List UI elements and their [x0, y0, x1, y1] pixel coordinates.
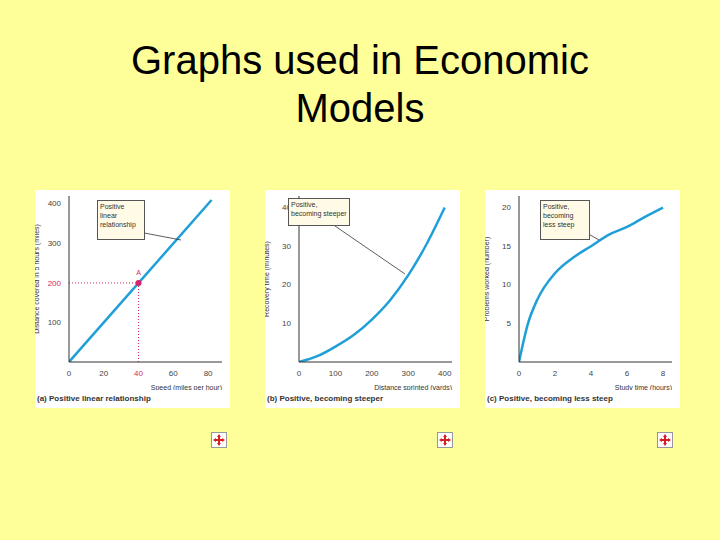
svg-text:100: 100 [329, 369, 343, 378]
svg-text:2: 2 [553, 369, 558, 378]
svg-text:4: 4 [589, 369, 594, 378]
svg-text:Problems worked (number): Problems worked (number) [485, 237, 491, 321]
svg-text:300: 300 [402, 369, 416, 378]
html-text:(c) Positive, becoming less st: (c) Positive, becoming less steep [487, 394, 613, 403]
svg-text:Speed (miles per hour): Speed (miles per hour) [151, 384, 222, 390]
svg-text:10: 10 [502, 280, 511, 289]
svg-text:100: 100 [48, 318, 62, 327]
svg-text:40: 40 [134, 369, 143, 378]
svg-text:6: 6 [625, 369, 630, 378]
svg-text:0: 0 [517, 369, 522, 378]
svg-text:5: 5 [507, 319, 512, 328]
svg-text:Distance sprinted (yards): Distance sprinted (yards) [374, 384, 452, 390]
svg-text:20: 20 [502, 203, 511, 212]
svg-text:10: 10 [282, 319, 291, 328]
svg-text:30: 30 [282, 242, 291, 251]
svg-text:200: 200 [48, 279, 62, 288]
html-text:Positive linear relationship: Positive linear relationship [100, 203, 136, 228]
html-text:(a) Positive linear relationsh: (a) Positive linear relationship [37, 394, 151, 403]
html-text:Positive, becoming less steep: Positive, becoming less steep [543, 203, 575, 228]
html-text:Positive, becoming steeper: Positive, becoming steeper [291, 201, 347, 217]
svg-text:Distance covered in 5 hours (m: Distance covered in 5 hours (miles) [35, 224, 41, 334]
svg-text:20: 20 [282, 280, 291, 289]
svg-text:400: 400 [48, 199, 62, 208]
svg-text:60: 60 [169, 369, 178, 378]
svg-text:8: 8 [661, 369, 666, 378]
svg-text:80: 80 [204, 369, 213, 378]
svg-text:400: 400 [438, 369, 452, 378]
svg-text:0: 0 [297, 369, 302, 378]
html-text:Graphs used in Economic Models: Graphs used in Economic Models [131, 38, 589, 130]
svg-text:20: 20 [99, 369, 108, 378]
svg-text:200: 200 [365, 369, 379, 378]
svg-text:A: A [136, 269, 141, 276]
svg-text:15: 15 [502, 242, 511, 251]
svg-text:300: 300 [48, 239, 62, 248]
svg-text:40: 40 [282, 203, 291, 213]
html-text:(b) Positive, becoming steeper: (b) Positive, becoming steeper [267, 394, 383, 403]
svg-text:Recovery time (minutes): Recovery time (minutes) [265, 241, 271, 317]
svg-text:Study time (hours): Study time (hours) [615, 384, 672, 390]
svg-text:0: 0 [67, 369, 72, 378]
